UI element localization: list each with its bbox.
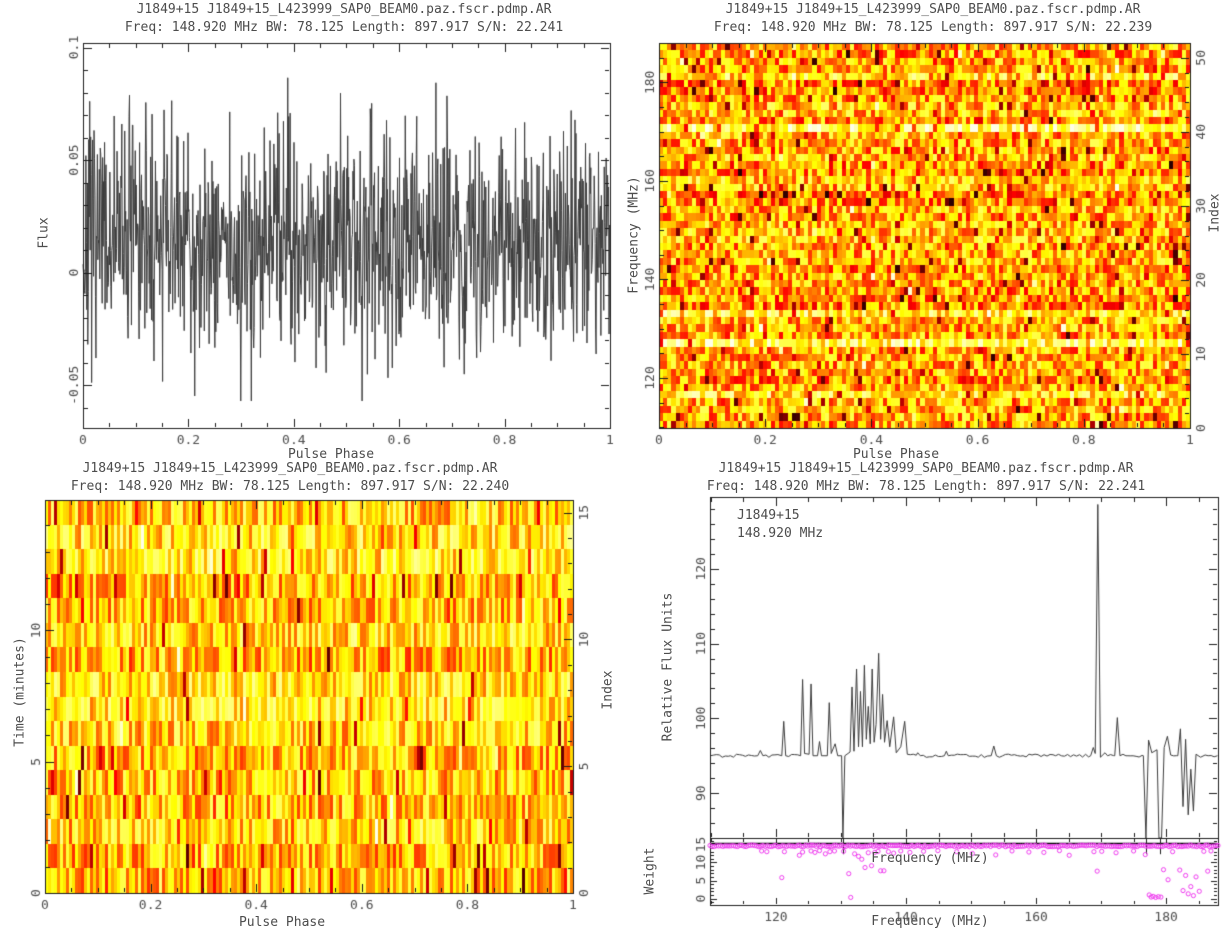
freqmap-ylabel: Frequency (MHz)	[626, 176, 642, 294]
bandpass-subtitle: Freq: 148.920 MHz BW: 78.125 Length: 897…	[706, 479, 1146, 494]
weight-ylabel: Weight	[642, 847, 658, 895]
bandpass-title: J1849+15 J1849+15_L423999_SAP0_BEAM0.paz…	[718, 461, 1134, 476]
profile-ylabel: Flux	[36, 217, 52, 249]
bandpass-annotation-freq: 148.920 MHz	[737, 526, 824, 541]
bandpass-annotation-source: J1849+15	[737, 508, 800, 523]
freqmap-title: J1849+15 J1849+15_L423999_SAP0_BEAM0.paz…	[725, 2, 1141, 17]
profile-xlabel: Pulse Phase	[287, 447, 375, 462]
timemap-ylabel-right: Index	[600, 670, 616, 710]
freqmap-subtitle: Freq: 148.920 MHz BW: 78.125 Length: 897…	[713, 20, 1153, 35]
freqmap-ylabel-right: Index	[1207, 193, 1223, 233]
freqmap-xlabel: Pulse Phase	[852, 447, 940, 462]
profile-subtitle: Freq: 148.920 MHz BW: 78.125 Length: 897…	[124, 20, 564, 35]
timemap-subtitle: Freq: 148.920 MHz BW: 78.125 Length: 897…	[70, 479, 510, 494]
profile-title: J1849+15 J1849+15_L423999_SAP0_BEAM0.paz…	[136, 2, 552, 17]
bandpass-xlabel-inner: Frequency (MHz)	[871, 851, 989, 866]
timemap-title: J1849+15 J1849+15_L423999_SAP0_BEAM0.paz…	[82, 461, 498, 476]
timemap-ylabel: Time (minutes)	[12, 637, 28, 747]
timemap-xlabel: Pulse Phase	[238, 915, 326, 930]
bandpass-ylabel: Relative Flux Units	[660, 592, 676, 742]
bandpass-xlabel-bottom: Frequency (MHz)	[871, 914, 989, 929]
